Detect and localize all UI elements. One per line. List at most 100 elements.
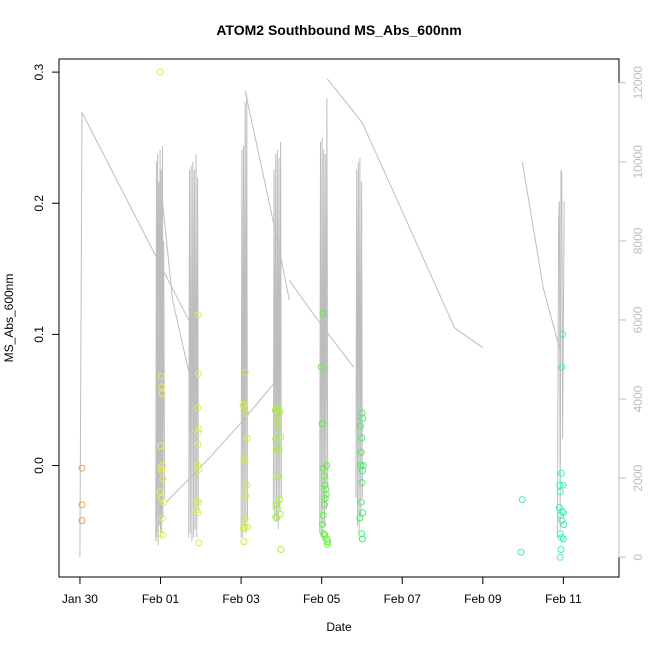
data-point-104 — [558, 507, 566, 515]
data-point-43 — [244, 523, 251, 531]
data-point-79 — [324, 538, 332, 546]
data-point-11 — [159, 475, 167, 483]
data-point-40 — [241, 515, 249, 523]
data-point-113 — [556, 553, 564, 561]
x-tick-label-4: Feb 07 — [384, 592, 422, 606]
data-point-99 — [557, 469, 565, 477]
data-point-50 — [275, 422, 283, 430]
data-point-96 — [517, 548, 525, 556]
x-tick-label-5: Feb 09 — [464, 592, 502, 606]
y2-tick-label-4: 8000 — [631, 227, 645, 254]
data-point-63 — [319, 309, 327, 317]
data-point-95 — [518, 496, 526, 504]
y-tick-label-0: 0.0 — [32, 457, 46, 474]
secondary-line-segment-1 — [155, 145, 166, 546]
data-point-6 — [158, 389, 166, 397]
secondary-line-segment-0 — [79, 112, 198, 558]
x-tick-label-1: Feb 01 — [142, 592, 180, 606]
data-point-110 — [557, 534, 565, 542]
data-point-112 — [557, 546, 565, 553]
data-point-56 — [275, 496, 283, 504]
plot-frame — [58, 58, 620, 578]
data-point-37 — [241, 455, 249, 463]
data-point-5 — [158, 383, 166, 391]
data-point-68 — [320, 472, 328, 480]
data-point-60 — [272, 513, 280, 521]
data-point-10 — [158, 467, 166, 475]
x-tick-label-0: Jan 30 — [62, 592, 98, 606]
y2-tick-label-0: 0 — [631, 554, 645, 561]
data-point-65 — [318, 420, 326, 428]
secondary-line-segment-13 — [556, 169, 565, 538]
secondary-line-segment-7 — [272, 141, 282, 530]
data-point-76 — [320, 530, 328, 538]
data-point-94 — [358, 535, 366, 543]
data-point-107 — [558, 517, 566, 525]
data-point-77 — [321, 531, 329, 539]
y-tick-label-1: 0.1 — [32, 326, 46, 343]
data-point-14 — [160, 498, 168, 506]
y2-tick-label-1: 2000 — [631, 464, 645, 491]
data-point-17 — [159, 531, 167, 539]
secondary-line-segment-6 — [244, 90, 290, 301]
secondary-line-segment-4 — [166, 378, 278, 503]
data-point-18 — [194, 311, 202, 319]
data-point-41 — [240, 525, 247, 532]
data-point-111 — [559, 535, 567, 543]
y-axis-label: MS_Abs_600nm — [2, 274, 16, 363]
data-point-83 — [356, 422, 364, 430]
data-point-92 — [356, 514, 364, 522]
data-point-108 — [560, 521, 568, 528]
data-point-89 — [358, 479, 366, 487]
x-tick-label-3: Feb 05 — [303, 592, 341, 606]
data-point-12 — [156, 488, 164, 496]
data-point-71 — [322, 490, 330, 498]
data-point-58 — [273, 505, 281, 513]
data-point-36 — [240, 456, 248, 464]
data-point-32 — [239, 401, 247, 409]
data-point-52 — [277, 433, 285, 441]
data-point-33 — [240, 400, 248, 408]
data-point-72 — [321, 494, 329, 502]
x-axis-label: Date — [326, 620, 352, 634]
data-point-21 — [195, 425, 203, 433]
data-point-15 — [159, 514, 166, 522]
data-point-48 — [276, 408, 284, 416]
y2-tick-label-2: 4000 — [631, 385, 645, 412]
data-point-19 — [194, 370, 202, 378]
data-point-106 — [557, 511, 565, 519]
data-point-27 — [194, 498, 202, 506]
data-point-67 — [323, 462, 330, 469]
data-point-53 — [273, 446, 281, 454]
data-point-38 — [243, 481, 251, 489]
secondary-line-segment-11 — [355, 157, 363, 534]
data-point-1 — [78, 501, 86, 509]
data-point-98 — [558, 363, 566, 371]
secondary-line-segment-9 — [326, 78, 484, 349]
data-point-90 — [357, 498, 365, 506]
chart-title: ATOM2 Southbound MS_Abs_600nm — [216, 22, 461, 38]
data-point-57 — [272, 501, 280, 509]
data-point-101 — [559, 481, 567, 489]
data-point-35 — [243, 434, 251, 442]
data-point-82 — [359, 414, 367, 422]
x-axis: Jan 30 Feb 01 Feb 03 Feb 05 Feb 07 Feb 09 Feb … — [62, 576, 582, 606]
data-point-34 — [242, 409, 250, 417]
y2-tick-label-5: 10000 — [631, 145, 645, 179]
data-point-23 — [194, 441, 202, 448]
y2-tick-label-3: 6000 — [631, 306, 645, 333]
data-point-74 — [319, 511, 327, 519]
data-point-29 — [194, 509, 202, 517]
data-point-7 — [157, 442, 164, 450]
data-point-70 — [322, 485, 330, 493]
points-layer — [78, 68, 568, 561]
data-point-69 — [321, 481, 329, 489]
x-tick-label-2: Feb 03 — [222, 592, 260, 606]
data-point-20 — [194, 404, 202, 412]
x-tick-label-6: Feb 11 — [545, 592, 582, 606]
data-point-102 — [556, 488, 564, 496]
data-point-55 — [274, 472, 282, 480]
secondary-line-segment-8 — [319, 98, 329, 542]
data-point-31 — [241, 368, 249, 376]
